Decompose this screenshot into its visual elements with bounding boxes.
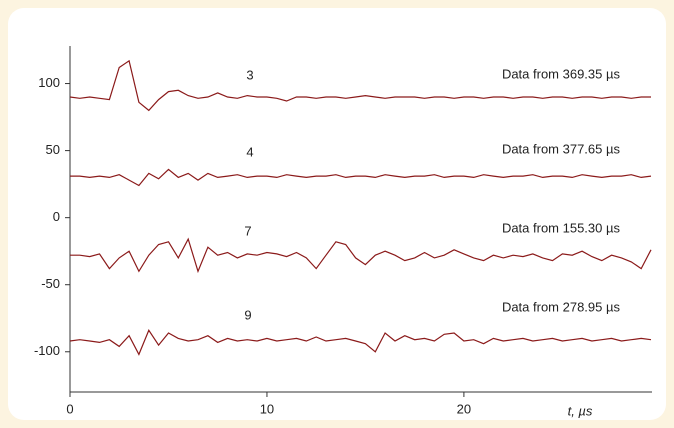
annotation: Data from 278.95 µs	[502, 299, 621, 314]
panel	[8, 8, 666, 420]
trace	[69, 59, 651, 112]
annotation: Data from 369.35 µs	[502, 66, 621, 81]
trace-label: 3	[246, 67, 253, 82]
annotation: Data from 155.30 µs	[502, 220, 621, 235]
y-tick-label: 100	[38, 75, 60, 90]
trace	[70, 237, 652, 274]
trace-label: 4	[246, 144, 253, 159]
y-tick-label: -100	[34, 343, 60, 358]
trace	[69, 329, 652, 356]
y-tick-label: -50	[41, 276, 60, 291]
trace-label: 7	[244, 223, 251, 238]
x-tick-label: 20	[457, 401, 471, 416]
x-axis-label: t, µs	[568, 403, 593, 418]
x-tick-label: 0	[66, 401, 73, 416]
trace-label: 9	[244, 307, 251, 322]
y-tick-label: 0	[53, 209, 60, 224]
x-tick-label: 10	[260, 401, 274, 416]
trace	[70, 168, 652, 187]
annotation: Data from 377.65 µs	[502, 141, 621, 156]
y-tick-label: 50	[46, 142, 60, 157]
